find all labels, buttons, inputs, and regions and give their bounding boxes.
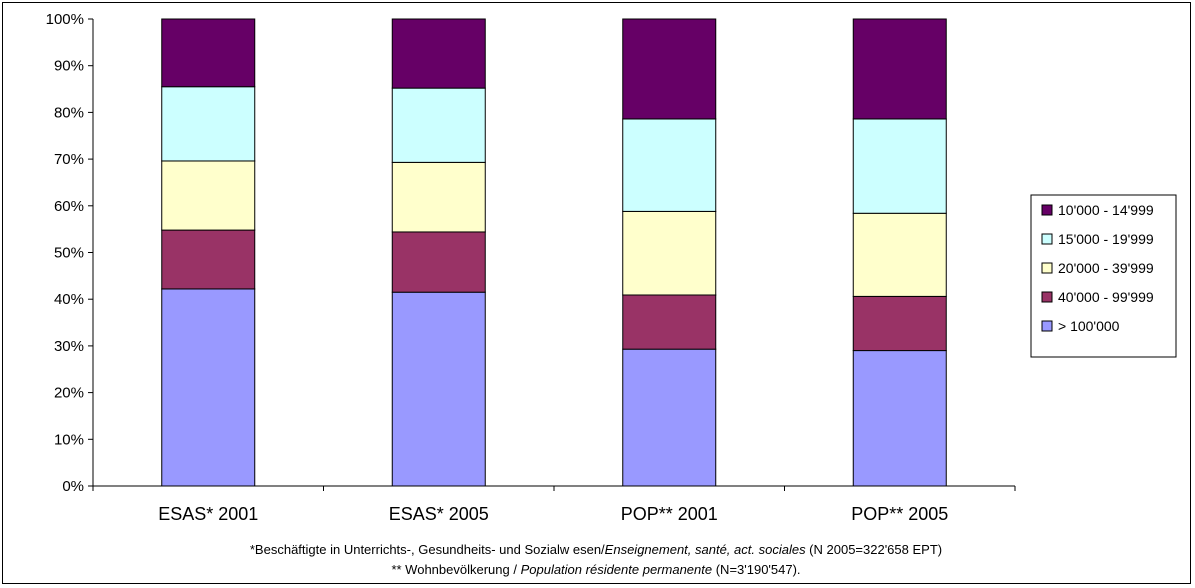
legend: 10'000 - 14'999 15'000 - 19'999 20'000 - 3… <box>1030 194 1177 358</box>
legend-swatch <box>1041 320 1053 332</box>
bars <box>161 18 947 487</box>
legend-swatch <box>1041 204 1053 216</box>
y-tick-label: 0% <box>62 478 84 495</box>
legend-label: > 100'000 <box>1058 318 1120 334</box>
footnote-2-plain: ** Wohnbevölkerung / <box>391 562 520 577</box>
footnote-1-tail: (N 2005=322'658 EPT) <box>806 542 943 557</box>
footnote-1-plain: *Beschäftigte in Unterrichts-, Gesundhei… <box>250 542 605 557</box>
x-category-label: ESAS* 2001 <box>158 504 258 524</box>
x-category-label: POP** 2005 <box>851 504 948 524</box>
y-tick-label: 100% <box>46 11 84 28</box>
bar-segment <box>622 294 717 350</box>
y-tick-label: 60% <box>54 198 84 215</box>
bar-segment <box>622 348 717 487</box>
y-tick-label: 40% <box>54 291 84 308</box>
legend-swatch <box>1041 233 1053 245</box>
bar-segment <box>391 231 486 293</box>
bar-segment <box>622 210 717 296</box>
bar-segment <box>852 118 947 214</box>
legend-box <box>1030 194 1177 358</box>
legend-label: 20'000 - 39'999 <box>1058 260 1154 276</box>
bar-segment <box>852 18 947 120</box>
bar-segment <box>391 291 486 487</box>
y-tick-label: 20% <box>54 385 84 402</box>
bar-segment <box>622 118 717 212</box>
legend-swatch <box>1041 262 1053 274</box>
x-category-label: ESAS* 2005 <box>389 504 489 524</box>
y-tick-label: 50% <box>54 245 84 262</box>
y-tick-label: 30% <box>54 338 84 355</box>
legend-label: 40'000 - 99'999 <box>1058 289 1154 305</box>
y-tick-label: 70% <box>54 151 84 168</box>
y-axis: 0% 10% 20% 30% 40% 50% 60% 70% 80% 90% 100% <box>46 11 94 495</box>
footnote-2-italic: Population résidente permanente <box>521 562 713 577</box>
bar-segment <box>161 229 256 290</box>
bar-segment <box>391 161 486 233</box>
legend-swatch <box>1041 291 1053 303</box>
footnote-1: *Beschäftigte in Unterrichts-, Gesundhei… <box>250 542 942 557</box>
bar-segment <box>852 295 947 352</box>
bar-segment <box>622 18 717 120</box>
x-axis: ESAS* 2001 ESAS* 2005 POP** 2001 POP** 2005 <box>92 485 1016 524</box>
bar-segment <box>391 87 486 163</box>
bar-segment <box>161 18 256 88</box>
bar-segment <box>391 18 486 89</box>
bar-segment <box>852 350 947 487</box>
x-category-label: POP** 2001 <box>621 504 718 524</box>
footnote-2-tail: (N=3'190'547). <box>712 562 800 577</box>
footnote-2: ** Wohnbevölkerung / Population résident… <box>391 562 800 577</box>
legend-label: 15'000 - 19'999 <box>1058 231 1154 247</box>
bar-segment <box>161 86 256 162</box>
footnote-1-italic: Enseignement, santé, act. sociales <box>605 542 806 557</box>
bar-segment <box>852 212 947 297</box>
y-tick-label: 90% <box>54 58 84 75</box>
bar-segment <box>161 160 256 231</box>
y-tick-label: 10% <box>54 431 84 448</box>
legend-label: 10'000 - 14'999 <box>1058 202 1154 218</box>
bar-segment <box>161 288 256 487</box>
y-tick-label: 80% <box>54 104 84 121</box>
